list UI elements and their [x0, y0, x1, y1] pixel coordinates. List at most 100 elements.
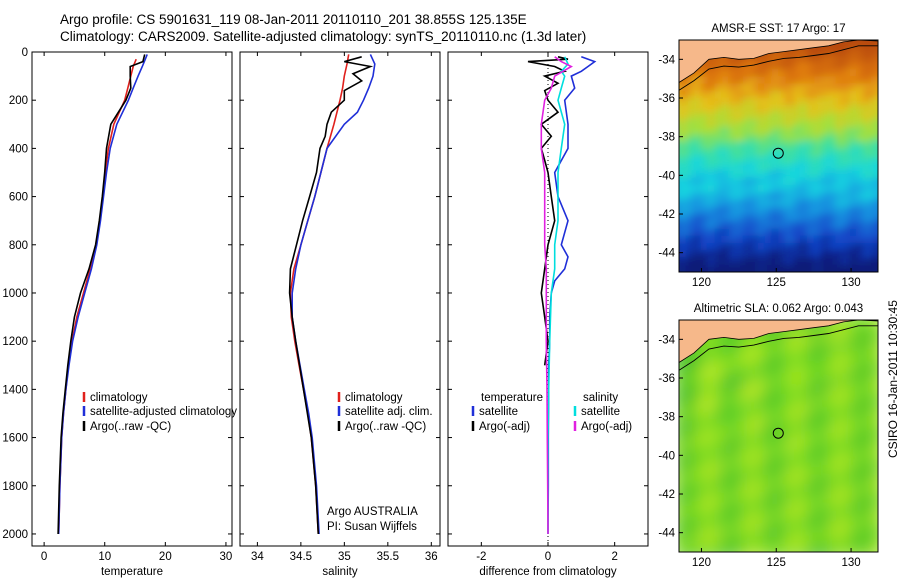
map-cell	[792, 105, 801, 114]
map-cell	[757, 356, 766, 365]
map-cell	[799, 228, 808, 237]
map-cell	[835, 250, 844, 259]
map-cell	[842, 76, 851, 85]
map-cell	[721, 399, 730, 408]
map-cell	[856, 243, 865, 252]
map-cell	[792, 141, 801, 150]
series-group-difference	[527, 56, 597, 535]
map-cell	[735, 457, 744, 466]
map-cell	[863, 105, 872, 114]
map-cell	[778, 105, 787, 114]
map-cell	[686, 134, 695, 143]
map-cell	[785, 264, 794, 272]
map-cell	[870, 363, 878, 372]
map-cell	[757, 54, 766, 63]
map-cell	[863, 214, 872, 223]
map-cell	[693, 221, 702, 230]
map-cell	[728, 61, 737, 70]
map-cell	[778, 486, 787, 495]
map-cell	[842, 392, 851, 401]
y-tick-label: -40	[658, 170, 675, 182]
map-cell	[806, 472, 816, 481]
map-cell	[856, 119, 865, 128]
map-cell	[828, 243, 837, 252]
map-cell	[778, 76, 787, 85]
map-cell	[679, 170, 688, 179]
map-cell	[828, 170, 837, 179]
map-cell	[771, 98, 780, 107]
map-cell	[835, 327, 844, 336]
map-cell	[806, 221, 816, 230]
map-cell	[728, 472, 737, 481]
map-cell	[771, 264, 780, 272]
map-cell	[799, 156, 808, 165]
map-cell	[878, 178, 886, 186]
map-cell	[799, 235, 808, 244]
map-cell	[679, 370, 688, 379]
map-cell	[700, 457, 709, 466]
map-cell	[799, 192, 808, 201]
map-cell	[764, 134, 773, 143]
map-cell	[778, 494, 787, 503]
map-cell	[792, 228, 801, 237]
map-cell	[799, 250, 808, 259]
x-tick-label: 120	[692, 557, 711, 569]
map-cell	[821, 544, 830, 552]
map-cell	[735, 69, 744, 78]
map-cell	[771, 356, 780, 365]
map-cell	[828, 163, 837, 172]
map-cell	[835, 98, 844, 107]
map-cell	[835, 450, 844, 459]
map-cell	[764, 257, 773, 266]
map-cell	[771, 443, 780, 452]
series-line-argo-adj-	[540, 56, 573, 535]
map-cell	[728, 105, 737, 114]
map-cell	[686, 250, 695, 259]
map-cell	[742, 250, 752, 259]
map-cell	[700, 421, 709, 430]
map-cell	[863, 421, 872, 430]
map-cell	[792, 327, 801, 336]
map-cell	[686, 370, 695, 379]
map-cell	[757, 206, 766, 215]
map-cell	[764, 214, 773, 223]
map-cell	[728, 486, 737, 495]
map-cell	[707, 148, 716, 157]
map-cell	[864, 552, 872, 560]
map-cell	[821, 192, 830, 201]
map-cell	[700, 235, 709, 244]
map-cell	[856, 414, 865, 423]
map-cell	[806, 457, 816, 466]
map-cell	[750, 515, 759, 524]
map-cell	[707, 163, 716, 172]
map-cell	[799, 515, 808, 524]
map-cell	[856, 407, 865, 416]
map-cell	[778, 479, 787, 488]
map-cell	[757, 530, 766, 539]
x-axis-label: temperature	[101, 566, 163, 578]
map-cell	[821, 443, 830, 452]
map-cell	[714, 192, 723, 201]
map-cell	[771, 537, 780, 546]
map-cell	[821, 98, 830, 107]
map-cell	[878, 84, 886, 92]
plot-frame-salinity	[239, 51, 441, 547]
map-cell	[792, 214, 801, 223]
map-cell	[799, 76, 808, 85]
map-cell	[863, 112, 872, 121]
map-cell	[799, 90, 808, 99]
map-cell	[863, 320, 872, 329]
map-cell	[750, 428, 759, 437]
map-cell	[757, 450, 766, 459]
map-cell	[785, 163, 794, 172]
map-cell	[870, 69, 878, 78]
map-cell	[785, 127, 794, 136]
y-tick-label: 1800	[2, 481, 28, 493]
map-cell	[799, 105, 808, 114]
map-cell	[835, 206, 844, 215]
map-cell	[792, 243, 801, 252]
map-cell	[714, 127, 723, 136]
map-cell	[686, 90, 695, 99]
map-cell	[878, 414, 886, 422]
